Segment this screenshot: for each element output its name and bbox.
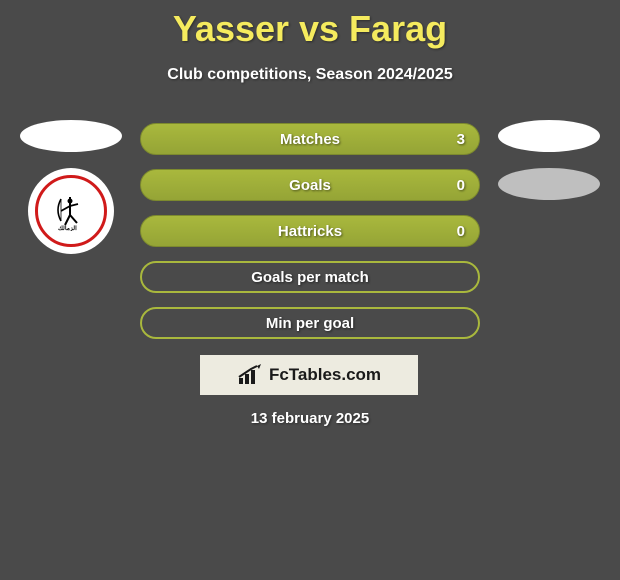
stat-row-hattricks: Hattricks 0: [140, 215, 480, 247]
stat-label: Min per goal: [266, 315, 354, 332]
right-player-column: [498, 120, 600, 200]
stat-label: Matches: [280, 131, 340, 148]
stat-value: 3: [457, 131, 465, 148]
stat-label: Goals per match: [251, 269, 369, 286]
club-badge-right-placeholder: [498, 168, 600, 200]
brand-text: FcTables.com: [269, 365, 381, 385]
player-left-photo-oval: [20, 120, 122, 152]
stat-rows: Matches 3 Goals 0 Hattricks 0 Goals per …: [140, 123, 480, 339]
stat-row-matches: Matches 3: [140, 123, 480, 155]
stat-value: 0: [457, 223, 465, 240]
player-right-photo-oval: [498, 120, 600, 152]
page-title: Yasser vs Farag: [0, 0, 620, 50]
left-player-column: الزمالك: [20, 120, 122, 254]
archer-icon: الزمالك: [51, 191, 91, 231]
club-badge-ring: الزمالك: [35, 175, 107, 247]
svg-text:الزمالك: الزمالك: [58, 225, 77, 231]
subtitle: Club competitions, Season 2024/2025: [0, 66, 620, 84]
date-label: 13 february 2025: [0, 410, 620, 427]
stat-row-goals-per-match: Goals per match: [140, 261, 480, 293]
stat-label: Goals: [289, 177, 331, 194]
brand-box[interactable]: FcTables.com: [200, 355, 418, 395]
stat-row-min-per-goal: Min per goal: [140, 307, 480, 339]
brand-chart-icon: [237, 364, 263, 386]
stat-row-goals: Goals 0: [140, 169, 480, 201]
stat-value: 0: [457, 177, 465, 194]
stat-label: Hattricks: [278, 223, 342, 240]
club-badge-left: الزمالك: [28, 168, 114, 254]
